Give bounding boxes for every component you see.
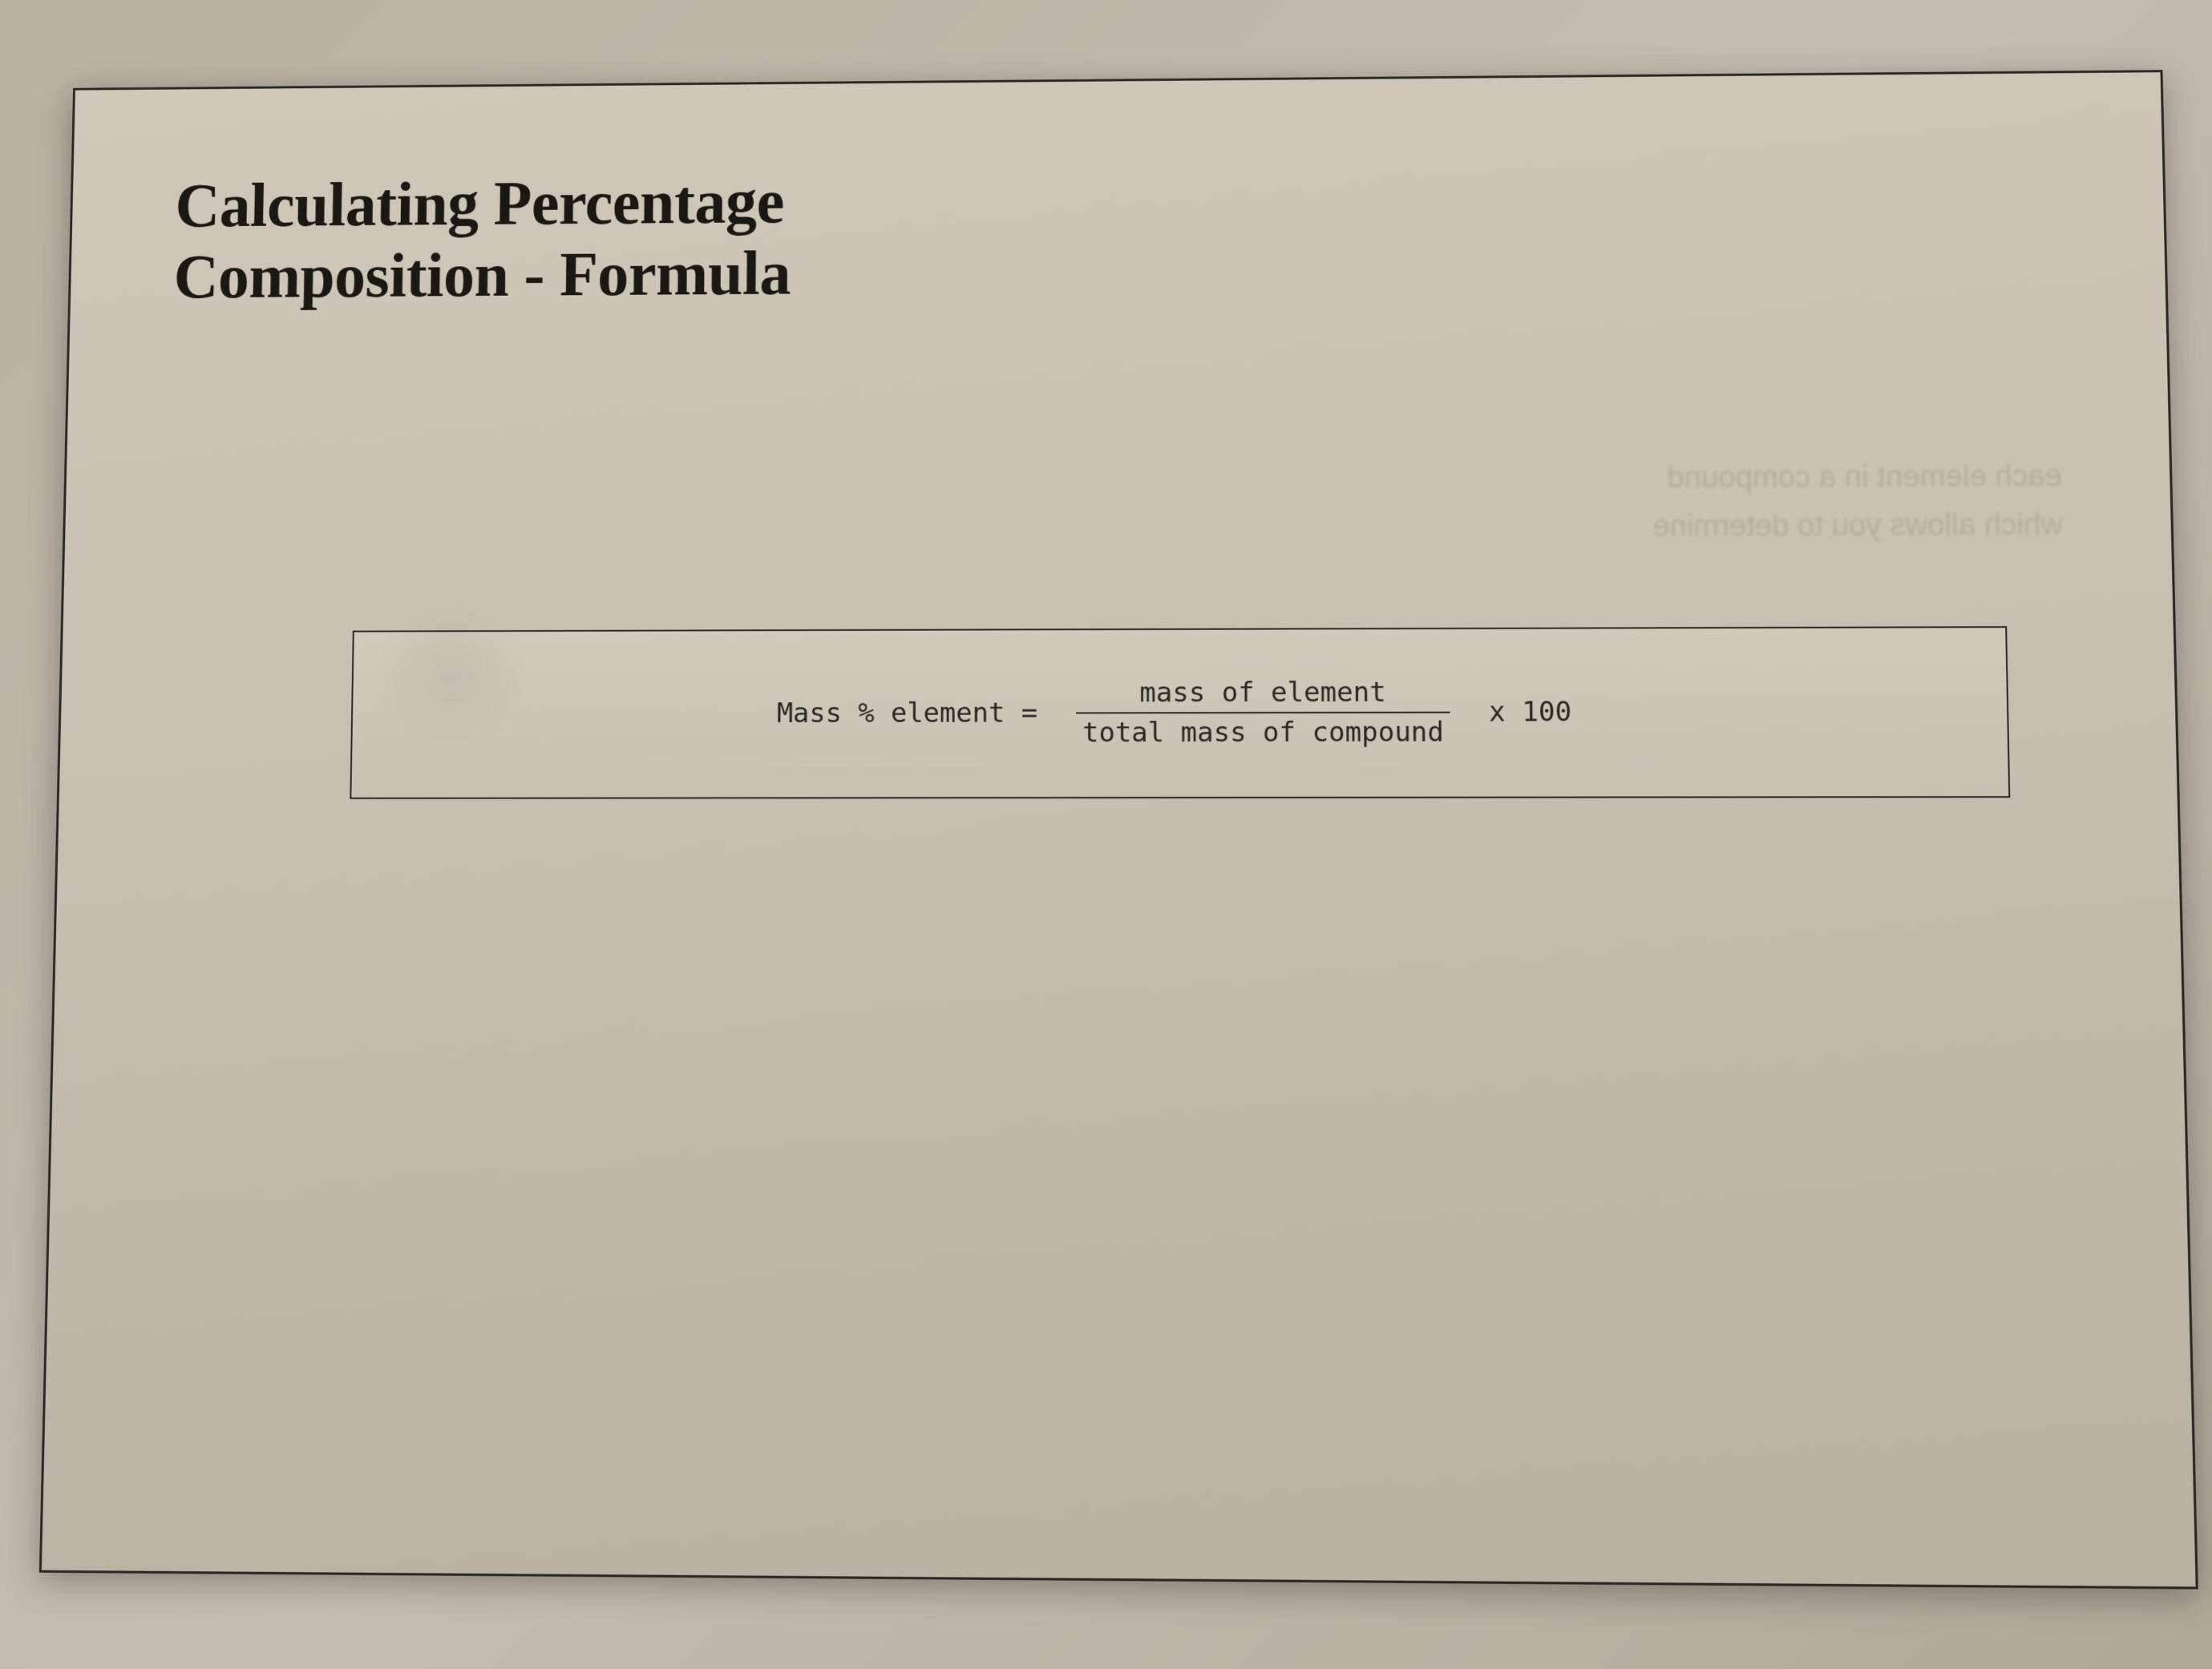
formula-numerator: mass of element <box>1076 677 1450 714</box>
formula-multiplier: x 100 <box>1489 696 1571 728</box>
ghost-line-2: which allows you to determine <box>317 501 2063 556</box>
ghost-bleed-text: each element in a compound which allows … <box>317 452 2063 556</box>
formula-left-side: Mass % element = <box>777 697 1037 729</box>
ghost-line-1: each element in a compound <box>317 452 2062 507</box>
slide-page: Calculating Percentage Composition - For… <box>39 70 2198 1589</box>
page-title: Calculating Percentage Composition - For… <box>173 156 2058 313</box>
formula-fraction: mass of element total mass of compound <box>1076 677 1450 750</box>
title-line-2: Composition - Formula <box>173 239 791 311</box>
formula-box: Mass % element = mass of element total m… <box>350 626 2011 799</box>
title-line-1: Calculating Percentage <box>175 168 785 240</box>
formula-denominator: total mass of compound <box>1076 713 1450 750</box>
